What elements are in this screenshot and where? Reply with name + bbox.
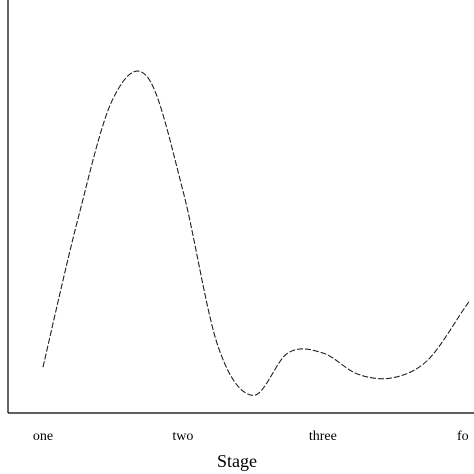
series-line [42, 70, 471, 396]
x-tick-label: one [33, 429, 53, 444]
axes [7, 0, 474, 414]
x-tick-label: fo [457, 429, 469, 444]
x-tick-labels: one two three fo [33, 429, 469, 444]
x-axis-title: Stage [217, 451, 257, 471]
series-layer [42, 70, 471, 396]
x-tick-label: two [172, 429, 193, 444]
x-tick-label: three [309, 429, 337, 444]
